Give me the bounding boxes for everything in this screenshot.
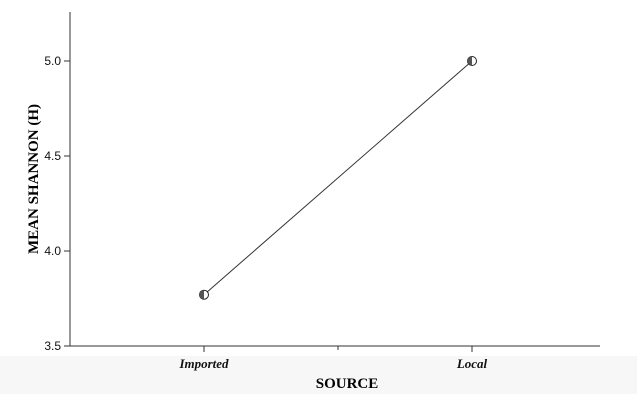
data-point-marker [467, 56, 477, 66]
y-tick-label: 5.0 [44, 54, 61, 68]
y-tick-label: 4.5 [44, 149, 61, 163]
y-tick-label: 4.0 [44, 244, 61, 258]
x-tick-label: Local [456, 356, 488, 371]
series-group [199, 56, 477, 300]
series-line [203, 60, 473, 296]
bottom-band [0, 356, 637, 394]
x-ticks-group: Imported Local [178, 346, 488, 371]
x-axis-title: SOURCE [316, 376, 379, 392]
y-tick-label: 3.5 [44, 339, 61, 353]
y-ticks-group: 3.5 4.0 4.5 5.0 [44, 54, 70, 353]
x-tick-label: Imported [178, 356, 229, 371]
data-point-marker [199, 289, 209, 300]
y-axis-title: MEAN SHANNON (H) [26, 104, 42, 254]
